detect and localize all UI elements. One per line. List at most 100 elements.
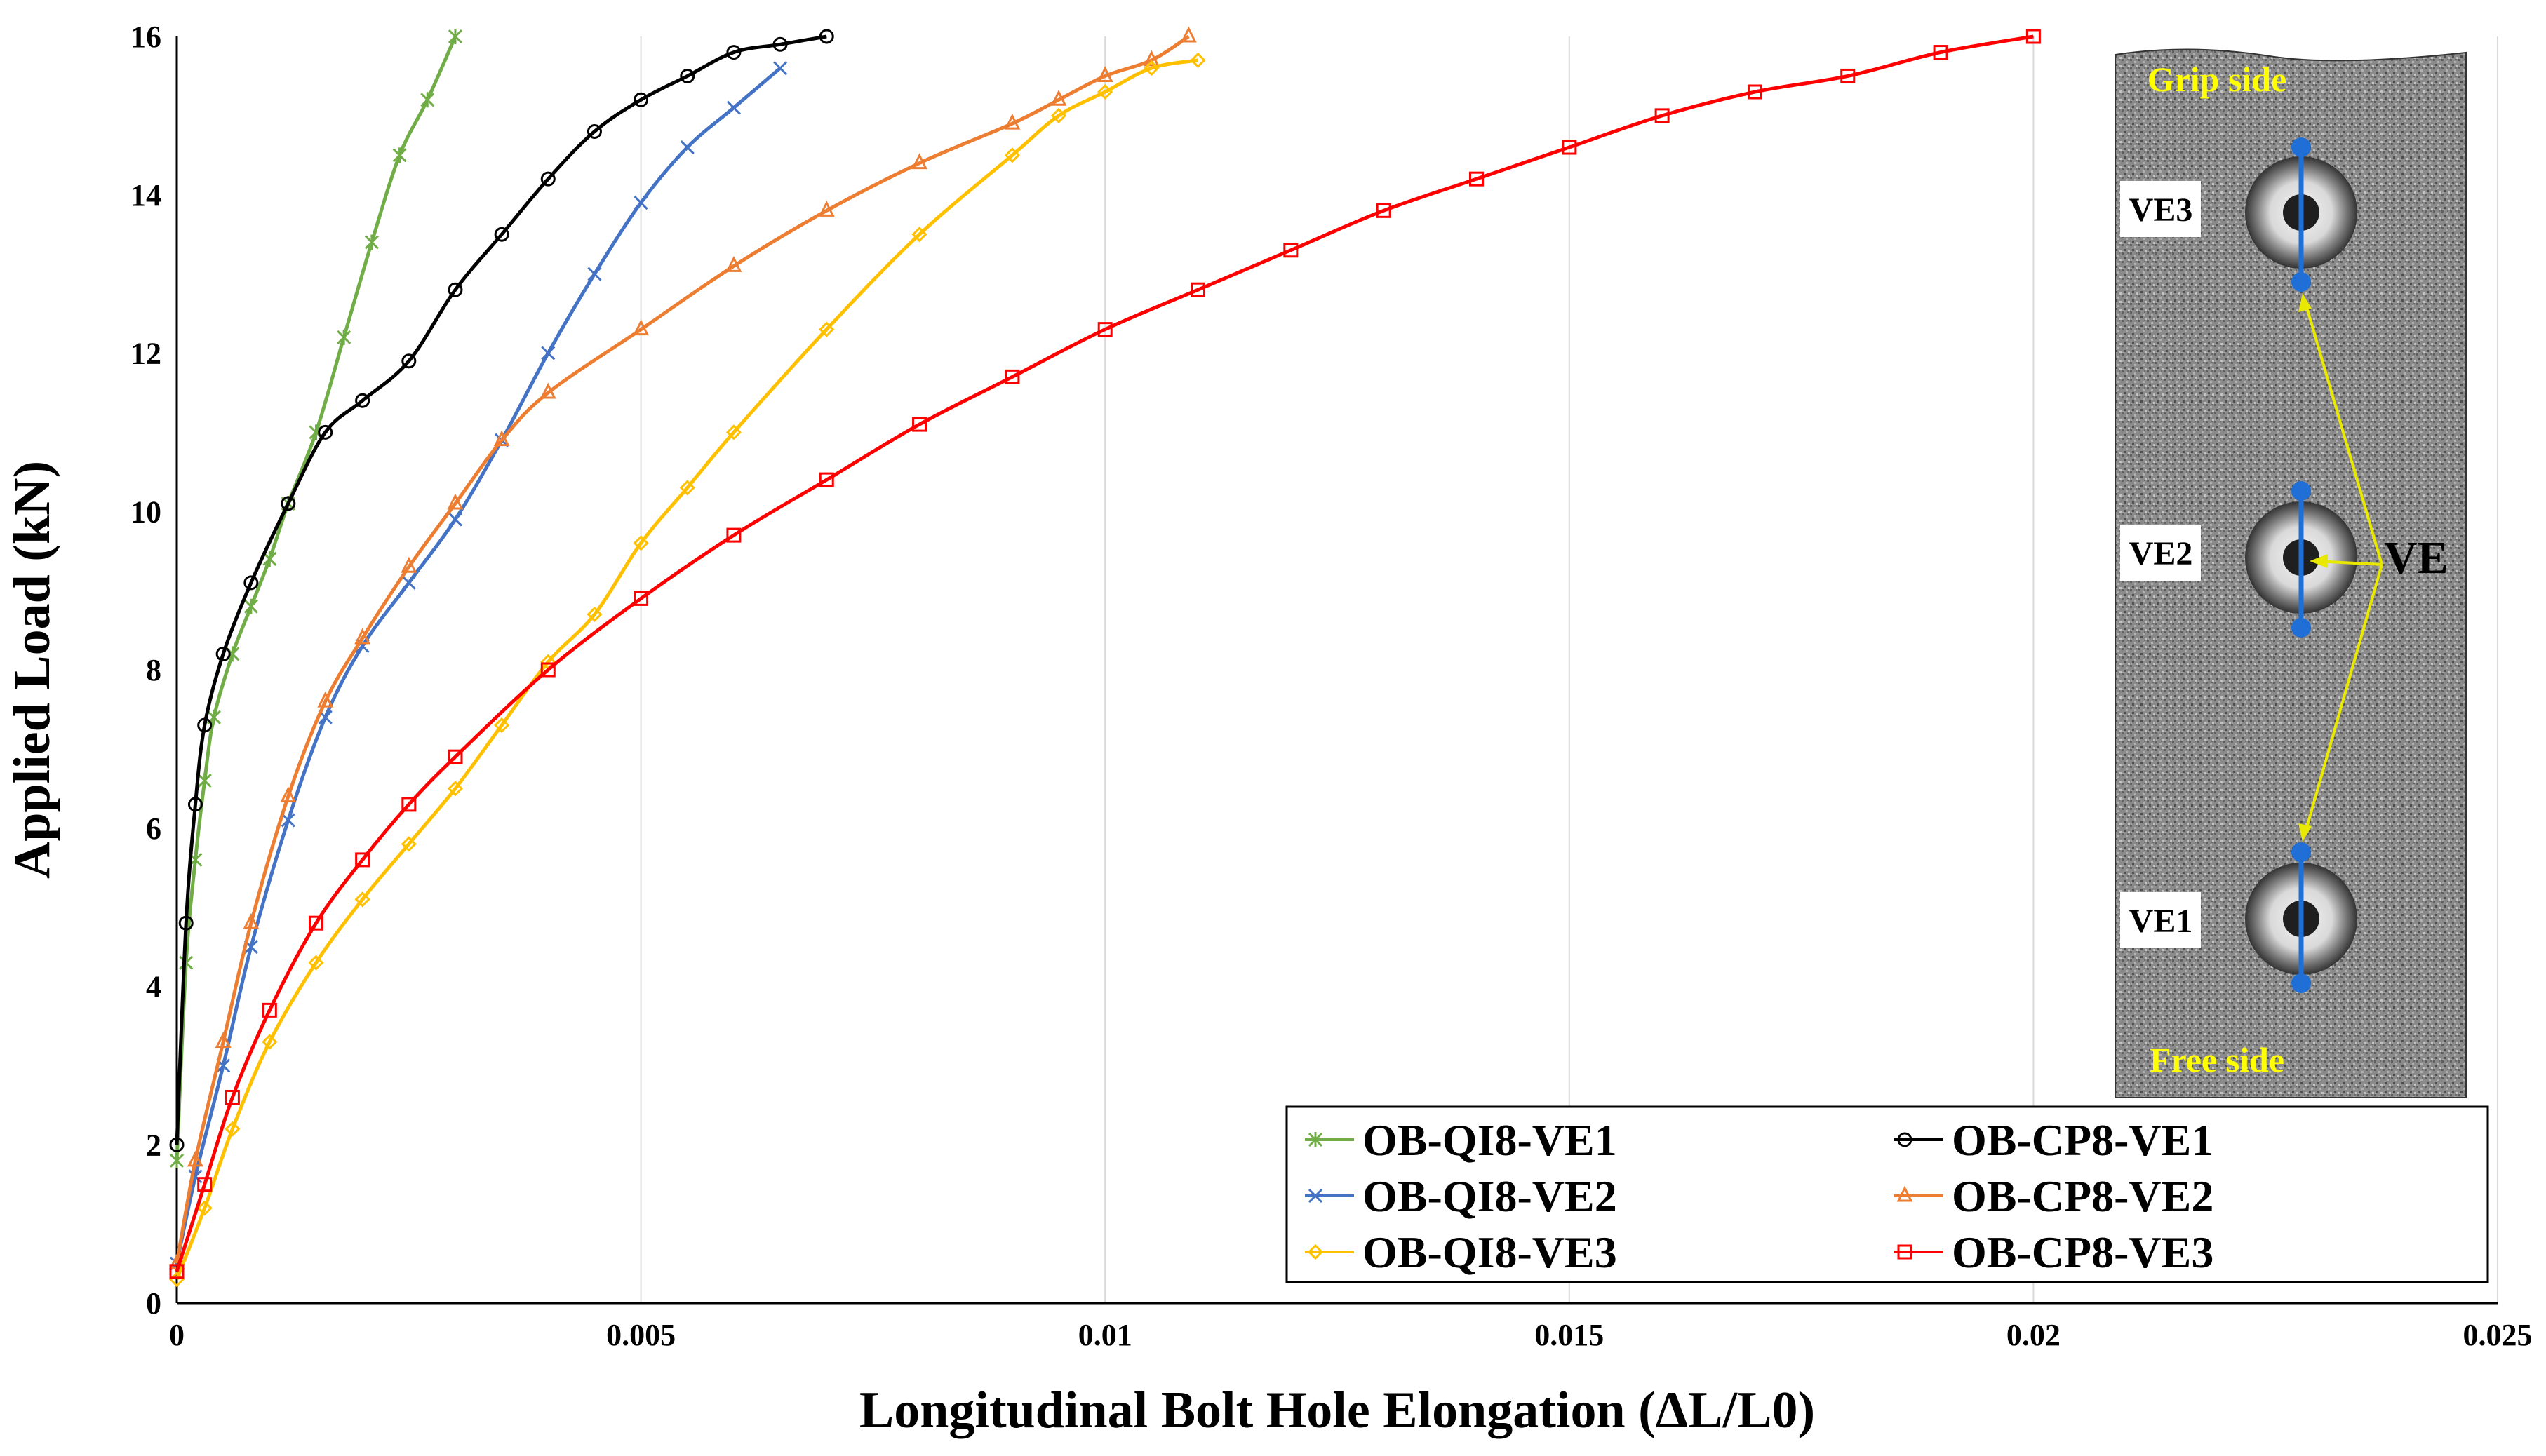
- data-point: [680, 140, 695, 155]
- data-point: [634, 92, 649, 107]
- data-point: [1468, 171, 1484, 187]
- data-point: [420, 92, 435, 108]
- y-tick-label: 10: [130, 494, 161, 529]
- legend-item: OB-CP8-VE3: [1894, 1227, 2213, 1277]
- series-ob-qi8-ve2: [169, 61, 788, 1271]
- data-point: [318, 424, 333, 440]
- data-point: [354, 628, 371, 645]
- data-point: [197, 1177, 213, 1192]
- data-point: [401, 353, 417, 369]
- data-point: [634, 195, 648, 210]
- ve2-label-box: [2120, 525, 2201, 581]
- data-point: [633, 535, 649, 551]
- legend-item: OB-QI8-VE2: [1305, 1171, 1617, 1221]
- data-point: [243, 598, 258, 614]
- data-point: [1190, 52, 1206, 68]
- data-point: [337, 329, 351, 345]
- data-point: [262, 1002, 277, 1018]
- data-point: [197, 773, 212, 789]
- series-ob-cp8-ve3: [169, 29, 2041, 1279]
- legend-item: OB-CP8-VE1: [1894, 1115, 2213, 1165]
- data-point: [540, 171, 556, 187]
- data-point: [225, 1121, 241, 1137]
- data-point: [493, 430, 510, 447]
- y-tick-label: 8: [146, 653, 161, 687]
- series-line: [175, 35, 457, 1161]
- data-point: [401, 836, 417, 852]
- series-line: [175, 58, 1198, 1281]
- data-point: [587, 123, 602, 139]
- series-line: [175, 67, 782, 1265]
- data-point: [911, 227, 927, 243]
- data-point: [1004, 147, 1021, 163]
- y-tick-label: 16: [130, 20, 161, 54]
- data-point: [725, 255, 742, 272]
- data-point: [679, 480, 695, 496]
- data-point: [1005, 369, 1020, 384]
- data-point: [540, 662, 556, 678]
- data-point: [355, 852, 370, 868]
- legend-marker: [1897, 1132, 1912, 1147]
- x-tick-label: 0.025: [2463, 1318, 2533, 1352]
- data-point: [1050, 89, 1067, 106]
- series-ob-cp8-ve1: [169, 29, 834, 1152]
- data-point: [494, 227, 509, 242]
- data-point: [308, 915, 323, 931]
- data-point: [1376, 203, 1391, 218]
- series-ob-cp8-ve2: [168, 26, 1197, 1270]
- y-axis-label: Applied Load (kN): [4, 461, 61, 879]
- legend-label: OB-QI8-VE3: [1362, 1227, 1617, 1277]
- data-point: [187, 1150, 203, 1167]
- data-point: [196, 1200, 213, 1216]
- data-point: [178, 915, 194, 931]
- data-point: [819, 472, 834, 487]
- data-point: [726, 527, 742, 543]
- specimen-photo: Grip side Free side VE3 VE2 VE1: [2115, 48, 2467, 1098]
- legend-label: OB-CP8-VE3: [1952, 1227, 2213, 1277]
- ve2-label: VE2: [2129, 535, 2193, 572]
- data-point: [1283, 243, 1299, 258]
- data-point: [225, 1090, 240, 1105]
- data-point: [1097, 83, 1113, 100]
- data-point: [725, 424, 742, 440]
- data-point: [317, 691, 334, 708]
- data-point: [541, 346, 556, 360]
- legend-label: OB-QI8-VE2: [1362, 1171, 1617, 1221]
- data-point: [818, 200, 835, 217]
- series-line: [175, 34, 2034, 1272]
- data-point: [448, 512, 463, 527]
- grip-side-label: Grip side: [2148, 60, 2287, 99]
- data-point: [308, 955, 324, 971]
- data-point: [355, 393, 370, 408]
- data-point: [726, 45, 742, 60]
- x-tick-label: 0.005: [606, 1318, 676, 1352]
- legend-marker: [1897, 1244, 1912, 1260]
- data-point: [1180, 26, 1197, 43]
- data-point: [448, 749, 463, 764]
- ve3-label-box: [2120, 181, 2201, 237]
- data-point: [169, 1137, 185, 1152]
- legend-item: OB-CP8-VE2: [1894, 1171, 2213, 1221]
- data-point: [243, 912, 260, 929]
- legend-label: OB-QI8-VE1: [1362, 1115, 1617, 1165]
- data-point: [197, 717, 213, 733]
- data-point: [1143, 50, 1160, 67]
- data-point: [281, 496, 296, 511]
- data-point: [1191, 282, 1206, 297]
- data-point: [215, 646, 231, 661]
- data-point: [587, 267, 602, 281]
- ve-arrows: [2298, 293, 2383, 842]
- data-point: [1097, 322, 1113, 337]
- ve1-label-box: [2120, 892, 2201, 948]
- data-point: [819, 321, 835, 337]
- data-point: [1747, 84, 1762, 100]
- data-point: [634, 591, 649, 606]
- legend-marker: [1896, 1185, 1913, 1202]
- data-point: [215, 1032, 232, 1049]
- data-point: [243, 575, 259, 591]
- ve3-label: VE3: [2129, 191, 2193, 229]
- series-line: [175, 34, 1190, 1265]
- data-point: [448, 29, 463, 44]
- series-group: [168, 26, 2041, 1288]
